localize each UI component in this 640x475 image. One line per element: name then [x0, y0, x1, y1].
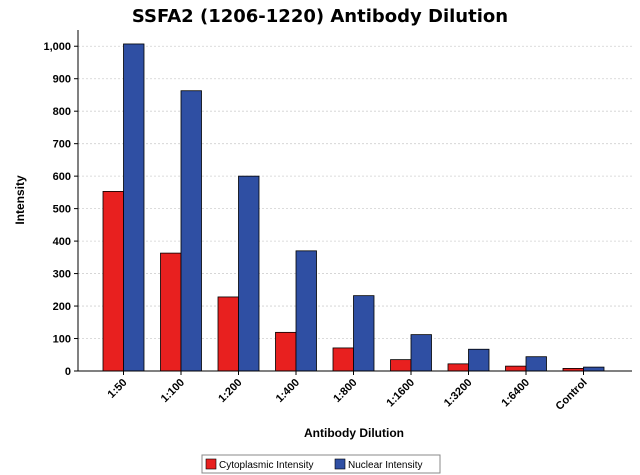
x-tick-label: 1:100 [159, 377, 187, 405]
y-tick-label: 800 [53, 106, 71, 118]
x-tick-label: 1:3200 [442, 377, 475, 410]
y-tick-labels: 0 100 200 300 400 500 600 700 800 900 1,000 [43, 41, 71, 378]
bar-cytoplasmic [332, 347, 354, 372]
y-axis-title: Intensity [13, 175, 27, 225]
bar-nuclear [468, 348, 490, 372]
y-tick-label: 500 [53, 204, 71, 216]
x-tick-label: 1:400 [274, 377, 302, 405]
bar-nuclear [353, 295, 375, 372]
y-tick-label: 300 [53, 269, 71, 281]
x-tick-label: 1:50 [106, 377, 130, 401]
bar-cytoplasmic [217, 296, 239, 372]
x-tick-label: 1:800 [331, 377, 359, 405]
y-tick-label: 600 [53, 171, 71, 183]
bar-cytoplasmic [390, 359, 412, 372]
x-tick-label: 1:200 [216, 377, 244, 405]
bar-nuclear [180, 90, 202, 372]
bar-nuclear [123, 43, 145, 372]
y-tick-label: 0 [65, 366, 71, 378]
y-tick-label: 400 [53, 236, 71, 248]
y-tick-label: 900 [53, 74, 71, 86]
x-tick-label: 1:1600 [384, 377, 417, 410]
y-tick-label: 700 [53, 139, 71, 151]
bar-nuclear [583, 366, 605, 372]
bar-cytoplasmic [447, 363, 469, 372]
bar-cytoplasmic [160, 252, 182, 372]
bar-cytoplasmic [102, 191, 124, 372]
bar-nuclear [525, 356, 547, 372]
legend-box [201, 454, 441, 474]
legend: Cytoplasmic Intensity Nuclear Intensity [201, 454, 441, 474]
bar-nuclear [238, 175, 260, 372]
y-tick-label: 200 [53, 301, 71, 313]
chart-title: SSFA2 (1206-1220) Antibody Dilution [132, 6, 508, 27]
x-axis-title: Antibody Dilution [304, 426, 404, 440]
y-tick-label: 1,000 [43, 41, 71, 53]
legend-swatch-nuclear [334, 458, 346, 470]
x-tick-labels: 1:50 1:100 1:200 1:400 1:800 1:1600 1:3200 1:64… [106, 377, 590, 413]
legend-swatch-cytoplasmic [205, 458, 217, 470]
legend-label-nuclear: Nuclear Intensity [348, 460, 422, 471]
x-tick-label: Control [553, 377, 589, 413]
bar-cytoplasmic [275, 331, 297, 372]
bars [102, 43, 605, 372]
y-tick-label: 100 [53, 334, 71, 346]
bar-nuclear [295, 250, 317, 372]
bar-cytoplasmic [505, 365, 527, 372]
axes [74, 30, 632, 375]
legend-label-cytoplasmic: Cytoplasmic Intensity [219, 460, 313, 471]
bar-nuclear [410, 334, 432, 372]
x-tick-label: 1:6400 [499, 377, 532, 410]
